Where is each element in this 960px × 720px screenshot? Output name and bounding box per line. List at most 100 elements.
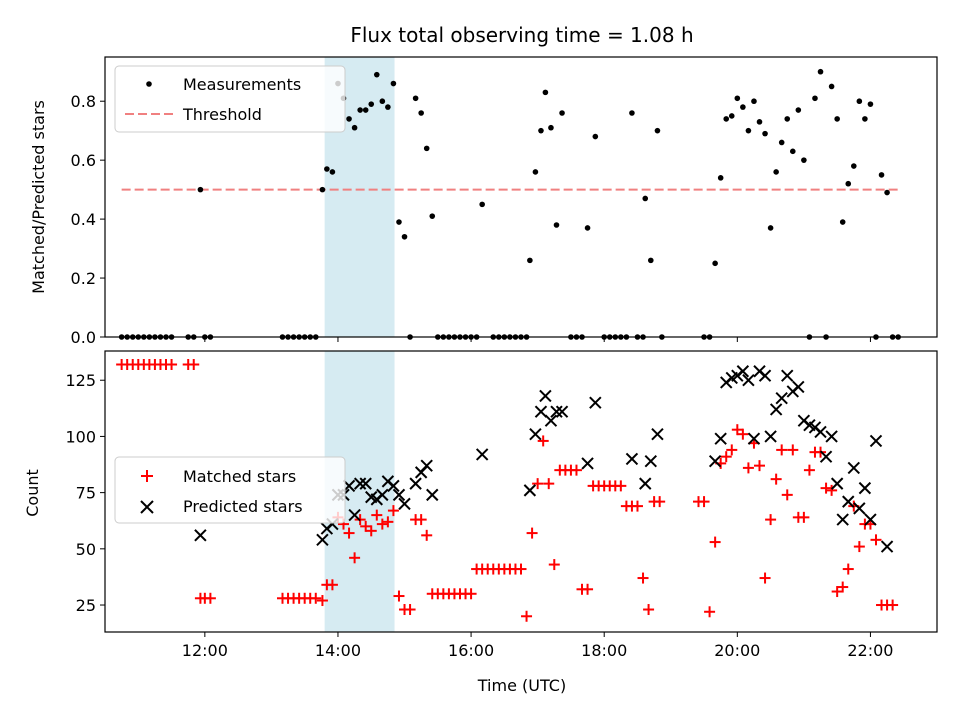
predicted-star-point <box>830 477 844 490</box>
ratio-y-tick-label: 0.0 <box>71 328 96 347</box>
measurement-point <box>795 107 802 113</box>
matched-star-point <box>521 610 533 622</box>
measurement-point <box>654 127 661 134</box>
measurement-point <box>553 222 560 228</box>
legend-label-measurements: Measurements <box>183 75 301 94</box>
measurement-point <box>548 124 554 131</box>
predicted-star-point <box>475 448 489 461</box>
measurement-point <box>319 186 326 193</box>
measurement-point <box>740 104 746 110</box>
measurement-point <box>762 130 768 137</box>
measurement-point <box>390 80 397 87</box>
predicted-star-point <box>387 479 400 493</box>
measurement-point <box>789 148 796 155</box>
predicted-star-point <box>836 513 849 526</box>
predicted-star-point <box>534 405 548 418</box>
matched-star-point <box>704 606 716 618</box>
predicted-star-point <box>842 495 855 508</box>
matched-star-point <box>754 460 766 472</box>
ratio-y-tick-label: 0.4 <box>71 210 96 229</box>
x-axis-title: Time (UTC) <box>477 676 566 695</box>
predicted-star-point <box>359 477 372 490</box>
measurement-point <box>629 110 635 116</box>
predicted-star-point <box>409 477 422 490</box>
count-panel-frame <box>104 350 938 633</box>
predicted-star-point <box>758 369 772 382</box>
predicted-star-point <box>769 403 783 416</box>
measurement-point <box>396 219 402 225</box>
predicted-star-point <box>825 430 838 443</box>
legend-marker-predicted <box>140 500 154 514</box>
predicted-star-point <box>864 513 877 526</box>
measurement-point <box>423 145 430 152</box>
matched-star-point <box>421 529 433 541</box>
matched-star-point <box>532 478 544 490</box>
ratio-y-axis-title: Matched/Predicted stars <box>29 100 48 294</box>
measurement-point <box>368 101 375 107</box>
matched-star-point <box>543 478 555 490</box>
matched-star-point <box>826 484 838 496</box>
measurement-point <box>532 169 539 175</box>
count-y-axis-title: Count <box>23 469 42 517</box>
matched-star-point <box>781 489 793 501</box>
matched-star-point <box>731 424 743 436</box>
predicted-star-point <box>353 477 367 490</box>
measurement-point <box>559 110 565 116</box>
count-y-tick-label: 100 <box>65 427 96 446</box>
predicted-star-point <box>555 405 569 418</box>
matched-star-point <box>803 464 815 476</box>
measurement-point <box>357 107 363 113</box>
matched-star-point <box>637 572 649 584</box>
matched-star-point <box>387 505 399 517</box>
measurement-point <box>767 225 774 231</box>
predicted-star-points <box>194 365 894 553</box>
measurement-point <box>362 107 369 113</box>
measurement-point <box>717 175 724 181</box>
matched-star-point <box>870 534 882 546</box>
matched-star-point <box>365 525 377 537</box>
predicted-star-point <box>747 432 761 445</box>
matched-star-point <box>310 592 322 604</box>
matched-star-point <box>759 572 771 584</box>
predicted-star-point <box>420 459 433 472</box>
predicted-star-point <box>398 497 411 511</box>
matched-star-point <box>726 444 738 456</box>
matched-star-point <box>537 435 549 447</box>
matched-star-point <box>643 604 655 616</box>
count-panel: 25 50 75 100 125 12:00 14:00 16:00 18:00 20:00 22… <box>23 350 938 695</box>
matched-star-point <box>382 516 394 528</box>
measurement-point <box>751 98 757 105</box>
measurement-point <box>745 127 752 134</box>
matched-star-points <box>116 358 899 622</box>
ratio-y-tick-label: 0.6 <box>71 151 96 170</box>
measurement-point <box>584 225 591 231</box>
measurement-point <box>862 116 868 122</box>
predicted-star-point <box>550 405 563 418</box>
matched-star-point <box>515 563 527 575</box>
predicted-star-point <box>392 488 406 502</box>
matched-star-point <box>316 595 328 607</box>
predicted-star-point <box>814 425 827 439</box>
predicted-star-point <box>644 454 657 468</box>
measurement-point <box>647 257 654 264</box>
count-y-tick-label: 50 <box>76 540 96 559</box>
measurement-point <box>385 104 391 110</box>
predicted-star-point <box>858 481 872 495</box>
matched-star-point <box>166 358 178 370</box>
matched-star-point <box>393 590 405 602</box>
predicted-star-point <box>869 434 883 448</box>
measurement-point <box>346 116 352 122</box>
predicted-star-point <box>708 454 722 468</box>
chart-title: Flux total observing time = 1.08 h <box>350 23 693 47</box>
matched-star-point <box>737 428 749 440</box>
ratio-y-tick-label: 0.2 <box>71 269 96 288</box>
predicted-star-point <box>764 430 777 443</box>
measurement-point <box>329 169 336 175</box>
measurement-point <box>817 68 824 75</box>
measurement-point <box>479 201 485 208</box>
measurement-point <box>379 98 386 105</box>
predicted-star-point <box>819 450 833 463</box>
measurement-point <box>642 195 649 202</box>
x-tick-label: 14:00 <box>315 641 361 660</box>
